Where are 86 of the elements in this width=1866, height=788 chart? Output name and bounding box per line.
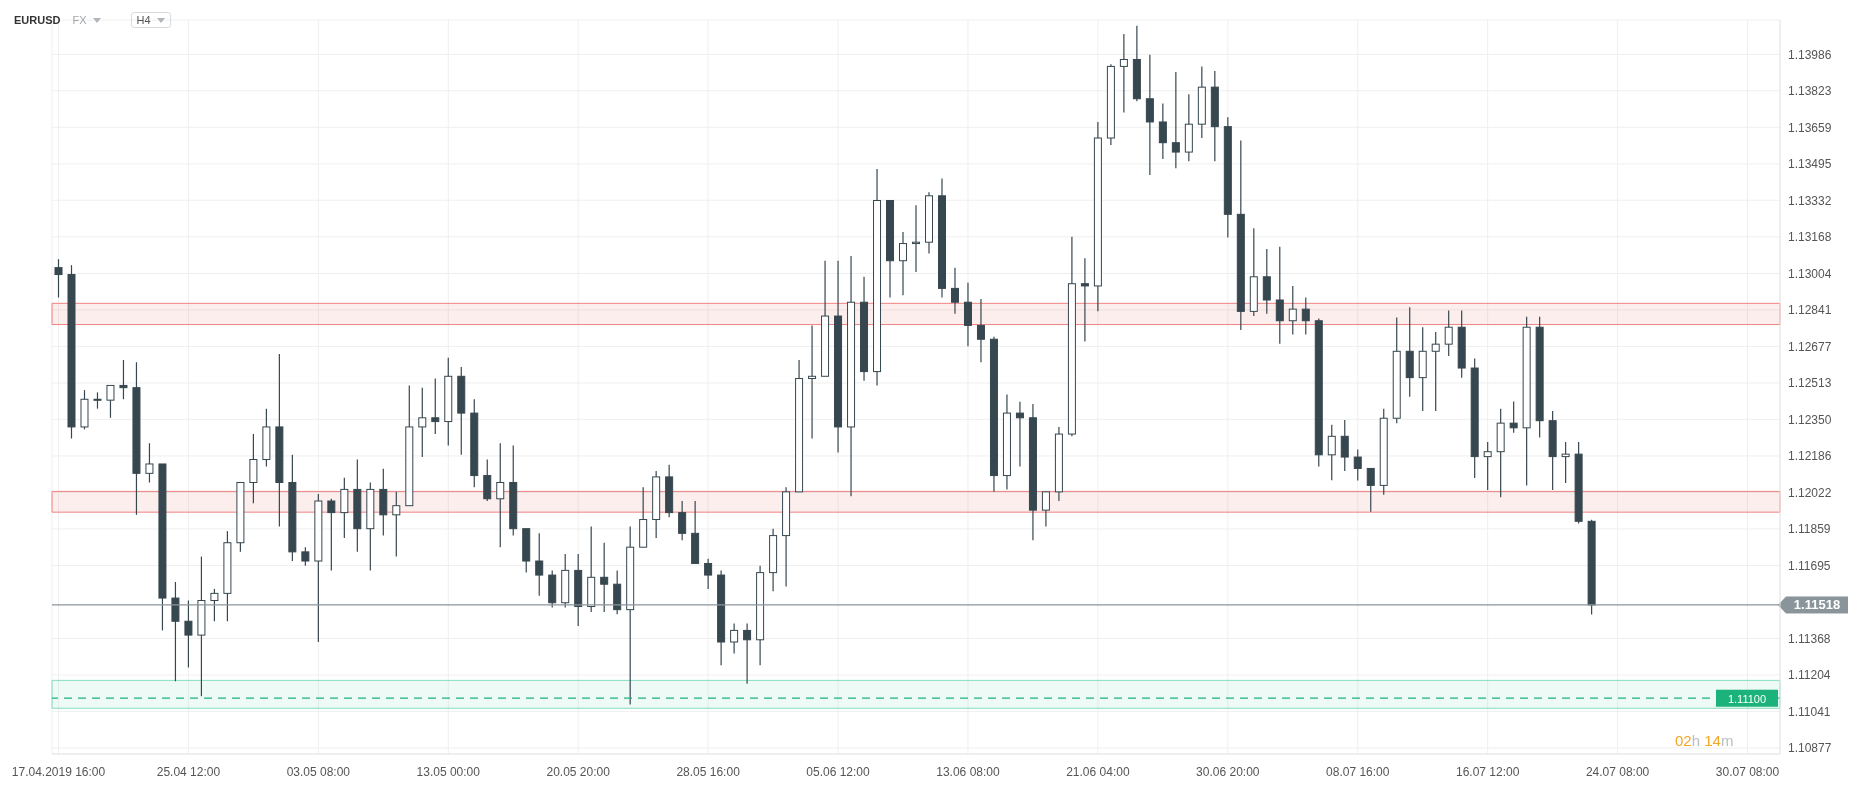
candlestick [1158, 102, 1167, 160]
candlestick [808, 324, 817, 440]
candlestick [392, 491, 401, 558]
candlestick [1483, 441, 1492, 491]
y-tick-label: 1.11204 [1788, 668, 1831, 683]
candlestick [106, 384, 115, 419]
candlestick [1262, 248, 1271, 315]
y-tick-label: 1.11695 [1788, 558, 1831, 573]
candlestick [431, 377, 440, 435]
x-tick-label: 17.04.2019 16:00 [11, 765, 106, 779]
candlestick [899, 231, 908, 296]
ref-line-label: 1.11518 [1793, 597, 1841, 613]
x-tick-label: 30.06 20:00 [1196, 765, 1260, 779]
candlestick [1561, 441, 1570, 484]
candlestick [1327, 424, 1336, 481]
candlestick [704, 558, 713, 590]
candlestick [963, 282, 972, 347]
candlestick [1145, 54, 1154, 176]
y-tick-label: 1.13495 [1788, 157, 1832, 172]
y-tick-label: 1.13659 [1788, 120, 1832, 135]
y-tick-label: 1.12677 [1788, 339, 1832, 354]
y-tick-label: 1.11041 [1788, 704, 1831, 719]
candlestick [54, 258, 63, 299]
candlestick [743, 622, 752, 685]
y-tick-label: 1.13823 [1788, 83, 1832, 98]
annotation: H4 [130, 12, 171, 28]
candlestick [210, 588, 219, 622]
y-tick-label: 1.12186 [1788, 449, 1832, 464]
candlestick [1366, 467, 1375, 513]
y-tick-label: 1.13004 [1788, 266, 1832, 281]
candlestick [184, 599, 193, 669]
x-tick-label: 13.05 00:00 [416, 765, 481, 779]
candlestick [1353, 448, 1362, 482]
x-tick-label: 21.06 04:00 [1066, 765, 1130, 779]
candlestick [340, 477, 349, 539]
candlestick [171, 581, 180, 682]
x-tick-label: 20.05 20:00 [546, 765, 611, 779]
x-tick-label: 08.07 16:00 [1326, 765, 1390, 779]
x-tick-label: 30.07 08:00 [1715, 765, 1780, 779]
candlestick [1171, 71, 1180, 169]
y-tick-label: 1.12841 [1788, 303, 1832, 318]
candlestick [1431, 331, 1440, 412]
x-tick-label: 13.06 08:00 [936, 765, 1000, 779]
candlestick [535, 532, 544, 597]
x-tick-label: 25.04 12:00 [156, 765, 221, 779]
candlestick [1444, 309, 1453, 357]
annotation: 02h 14m [1675, 732, 1734, 749]
x-tick-label: 24.07 08:00 [1585, 765, 1650, 779]
candlestick [600, 542, 609, 613]
y-tick-label: 1.11368 [1788, 631, 1831, 646]
y-tick-label: 1.11859 [1788, 522, 1831, 537]
ref-line-label: 1.11100 [1727, 692, 1767, 705]
candlestick [119, 359, 128, 400]
candlestick [327, 498, 336, 571]
candlestick [301, 546, 310, 567]
candlestick [950, 267, 959, 315]
chart-title: EURUSD [14, 14, 61, 26]
x-tick-label: 16.07 12:00 [1455, 765, 1520, 779]
candlestick [678, 500, 687, 541]
y-tick-label: 1.13332 [1788, 193, 1832, 208]
candlestick [496, 442, 505, 548]
x-tick-label: 03.05 08:00 [286, 765, 351, 779]
candlestick [1119, 33, 1128, 114]
candlestick [483, 458, 492, 502]
y-tick-label: 1.13986 [1788, 47, 1832, 62]
candlestick [145, 442, 154, 484]
candlestick [1301, 296, 1310, 336]
candlestick [730, 622, 739, 655]
candlestick [1080, 257, 1089, 343]
candlestick [1340, 419, 1349, 472]
x-tick-label: 28.05 16:00 [676, 765, 741, 779]
candlestick [1275, 246, 1284, 345]
candlestick [1015, 401, 1024, 468]
candlestick [1288, 285, 1297, 336]
candlestick [1509, 400, 1518, 434]
candlestick [249, 433, 258, 504]
candlestick [418, 387, 427, 458]
y-tick-label: 1.12022 [1788, 485, 1832, 500]
candlestick [976, 298, 985, 363]
y-tick-label: 1.10877 [1788, 741, 1832, 756]
annotation: FX [72, 14, 87, 26]
candlestick [1041, 491, 1050, 528]
x-tick-label: 05.06 12:00 [806, 765, 871, 779]
y-tick-label: 1.13168 [1788, 230, 1832, 245]
y-tick-label: 1.12350 [1788, 412, 1832, 427]
y-tick-label: 1.12513 [1788, 376, 1832, 391]
